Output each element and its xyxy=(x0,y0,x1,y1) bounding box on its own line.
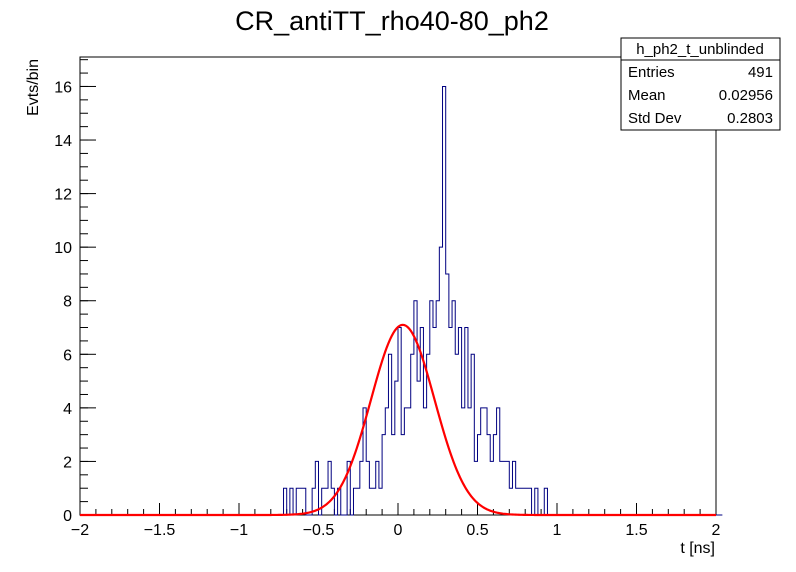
stats-mean-value: 0.02956 xyxy=(719,87,773,104)
y-tick-label: 16 xyxy=(54,79,72,96)
stats-entries-label: Entries xyxy=(628,64,675,81)
gaussian-fit-curve xyxy=(80,323,716,517)
y-tick-label: 12 xyxy=(54,187,72,204)
stats-entries-value: 491 xyxy=(748,64,773,81)
x-tick-label: 0.5 xyxy=(466,522,488,539)
stats-stddev-value: 0.2803 xyxy=(727,110,773,127)
y-tick-label: 0 xyxy=(63,508,72,525)
stats-box-frame xyxy=(620,37,781,131)
stats-box: h_ph2_t_unblinded Entries 491 Mean 0.029… xyxy=(620,37,781,131)
x-axis-label: t [ns] xyxy=(680,540,715,557)
y-tick-label: 2 xyxy=(63,454,72,471)
y-tick-label: 10 xyxy=(54,240,72,257)
x-tick-label: −0.5 xyxy=(303,522,335,539)
y-tick-label: 14 xyxy=(54,133,72,150)
stats-stddev-label: Std Dev xyxy=(628,110,682,127)
y-tick-labels: 0 2 4 6 8 10 12 14 16 xyxy=(54,79,72,525)
x-tick-label: 1 xyxy=(553,522,562,539)
x-tick-labels: −2 −1.5 −1 −0.5 0 0.5 1 1.5 2 xyxy=(71,522,721,539)
x-tick-label: 0 xyxy=(394,522,403,539)
x-tick-label: −2 xyxy=(71,522,89,539)
y-tick-label: 6 xyxy=(63,347,72,364)
y-tick-label: 8 xyxy=(63,294,72,311)
y-tick-label: 4 xyxy=(63,401,72,418)
x-tick-label: −1.5 xyxy=(144,522,176,539)
x-tick-label: 1.5 xyxy=(625,522,647,539)
x-tick-label: −1 xyxy=(230,522,248,539)
stats-box-name: h_ph2_t_unblinded xyxy=(636,41,764,58)
x-tick-label: 2 xyxy=(712,522,721,539)
chart-title: CR_antiTT_rho40-80_ph2 xyxy=(235,6,549,36)
y-axis-label: Evts/bin xyxy=(25,59,42,116)
histogram-series xyxy=(80,85,723,516)
stats-mean-label: Mean xyxy=(628,87,666,104)
